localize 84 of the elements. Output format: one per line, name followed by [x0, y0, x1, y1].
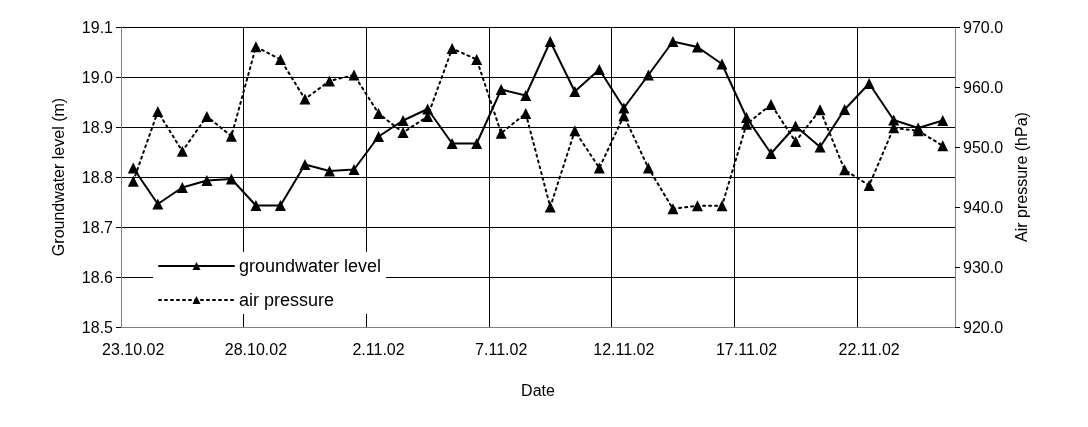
point [176, 145, 188, 157]
x-tick-label: 2.11.02 [352, 340, 405, 358]
point [397, 127, 409, 139]
x-tick-label: 22.11.02 [838, 340, 900, 358]
point [274, 53, 286, 65]
point [765, 98, 777, 110]
point [299, 159, 311, 170]
point [201, 175, 213, 186]
x-tick-label: 7.11.02 [475, 340, 528, 358]
point [618, 102, 630, 114]
point [274, 200, 286, 211]
point [790, 136, 802, 148]
point [691, 41, 703, 53]
x-tick-label: 28.10.02 [224, 340, 288, 358]
y-tick-label: 18.5 [81, 318, 114, 336]
y-tick-label: 18.6 [81, 268, 114, 286]
legend-label: air pressure [239, 290, 335, 310]
x-tick-label: 12.11.02 [593, 340, 655, 358]
point [250, 200, 262, 211]
point [765, 148, 777, 159]
point [667, 36, 679, 47]
y2-tick-label: 950.0 [963, 138, 1004, 156]
y2-tick-label: 920.0 [963, 318, 1004, 336]
y-tick-label: 18.8 [81, 168, 114, 186]
point [937, 140, 949, 152]
point [250, 41, 262, 53]
x-tick-label: 23.10.02 [102, 340, 165, 358]
point [888, 114, 900, 126]
point [814, 104, 826, 116]
point [152, 106, 164, 118]
point [446, 43, 458, 55]
x-axis-title: Date [521, 381, 555, 399]
point [839, 164, 851, 176]
point [373, 131, 385, 142]
point [667, 203, 679, 215]
point [593, 162, 605, 174]
point [471, 138, 483, 149]
point [569, 125, 581, 137]
point [569, 86, 581, 97]
point [397, 115, 409, 126]
point [225, 130, 237, 142]
point [691, 200, 703, 212]
point [225, 173, 237, 185]
point [373, 107, 385, 119]
point [544, 201, 556, 213]
y2-tick-label: 970.0 [963, 18, 1004, 36]
point [324, 165, 335, 177]
point [520, 90, 532, 101]
point [790, 120, 802, 132]
point [863, 78, 875, 89]
point [716, 200, 728, 212]
point [520, 107, 532, 119]
y-tick-label: 19.1 [81, 18, 114, 36]
point [495, 127, 507, 139]
point [495, 84, 507, 95]
point [937, 115, 949, 126]
y2-tick-label: 930.0 [963, 258, 1004, 276]
point [299, 93, 311, 105]
point [839, 104, 851, 115]
point [127, 162, 139, 174]
point [201, 110, 213, 122]
point [324, 75, 335, 87]
point [176, 182, 188, 193]
point [863, 179, 875, 191]
x-tick-label: 17.11.02 [715, 340, 778, 358]
point [544, 36, 556, 47]
y2-tick-label: 960.0 [963, 78, 1004, 96]
point [471, 53, 483, 65]
y-tick-label: 18.7 [81, 218, 114, 236]
point [446, 138, 458, 149]
y2-axis-title: Air pressure (hPa) [1013, 112, 1031, 242]
point [348, 164, 360, 175]
y-tick-label: 19.0 [81, 68, 114, 86]
legend-label: groundwater level [239, 256, 382, 276]
y-axis-title: Groundwater level (m) [49, 97, 67, 257]
point [152, 198, 164, 210]
point [642, 69, 654, 81]
point [127, 175, 139, 187]
point [348, 69, 360, 81]
point [814, 141, 826, 153]
y-tick-label: 18.9 [81, 118, 114, 136]
y2-tick-label: 940.0 [963, 198, 1004, 216]
point [642, 162, 654, 174]
point [716, 58, 728, 70]
